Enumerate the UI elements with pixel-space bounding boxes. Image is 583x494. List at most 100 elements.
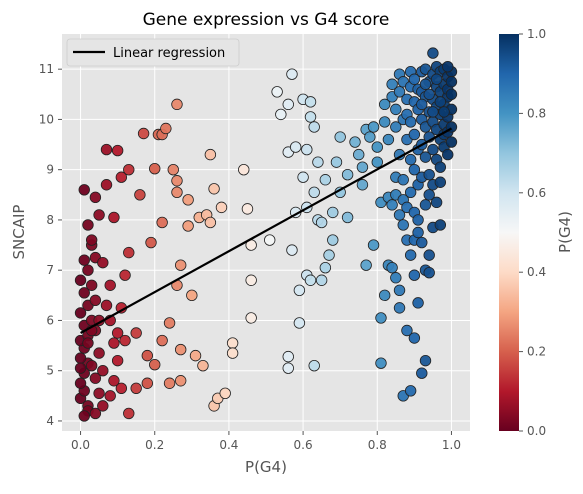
colorbar-tick-label: 0.2 (527, 345, 546, 359)
data-point (149, 358, 161, 371)
data-point (430, 196, 443, 209)
x-tick-label: 1.0 (442, 438, 461, 452)
data-point (78, 410, 90, 422)
data-point (149, 162, 161, 175)
data-point (286, 68, 298, 80)
data-point (115, 171, 128, 183)
data-point (137, 127, 150, 140)
data-point (104, 390, 116, 402)
colorbar: 0.0 0.2 0.4 0.6 0.8 1.0 P(G4) (499, 27, 574, 438)
x-tick-label: 0.4 (219, 438, 238, 452)
data-point (85, 234, 98, 246)
y-tick-label: 4 (46, 414, 54, 428)
data-point (134, 189, 146, 201)
data-point (301, 143, 313, 156)
data-point (393, 209, 406, 221)
data-point (182, 220, 194, 232)
regression-line (80, 127, 452, 334)
data-point (160, 122, 172, 135)
data-point (371, 141, 383, 153)
data-point (445, 88, 458, 101)
data-point (89, 294, 102, 307)
data-point (271, 86, 283, 98)
data-point (97, 256, 109, 269)
colorbar-tick-label: 0.6 (527, 186, 546, 200)
legend-box (66, 38, 240, 67)
data-point (397, 219, 409, 231)
data-point (186, 289, 198, 302)
colorbar-ticks: 0.0 0.2 0.4 0.6 0.8 1.0 (519, 27, 546, 438)
data-point (393, 302, 406, 314)
data-point (419, 354, 432, 367)
data-point (171, 98, 183, 111)
data-point (404, 116, 417, 128)
data-point (119, 269, 131, 281)
data-point (197, 359, 209, 372)
data-point (163, 317, 176, 329)
data-point (393, 86, 406, 98)
data-point (397, 174, 409, 186)
data-point (434, 219, 447, 231)
data-point (386, 261, 398, 274)
data-point (123, 246, 135, 259)
data-point (74, 274, 87, 286)
data-point (219, 387, 231, 400)
y-axis-label: SNCAIP (10, 205, 28, 260)
data-point (97, 364, 109, 377)
data-point (442, 60, 454, 73)
data-point (282, 98, 294, 111)
plot-area (62, 34, 470, 431)
data-point (123, 407, 135, 420)
data-point (319, 174, 332, 186)
data-point (334, 131, 346, 143)
data-point (171, 175, 183, 187)
data-point (74, 352, 87, 364)
data-point (189, 349, 202, 362)
data-point (416, 98, 428, 111)
data-point (275, 108, 287, 121)
data-point (315, 216, 328, 229)
data-point (167, 163, 179, 176)
data-point (438, 106, 450, 118)
data-point (111, 327, 124, 339)
data-point (423, 88, 435, 101)
data-point (82, 264, 94, 276)
data-point (434, 161, 447, 173)
data-point (78, 287, 90, 299)
data-point (111, 354, 124, 367)
data-point (93, 347, 105, 359)
data-point (308, 186, 320, 198)
data-point (386, 199, 398, 211)
data-point (356, 179, 369, 191)
data-point (130, 382, 142, 394)
data-point (156, 334, 168, 347)
data-point (82, 219, 94, 231)
data-point (100, 299, 113, 312)
data-point (404, 385, 417, 397)
data-point (141, 377, 154, 389)
data-point (304, 111, 317, 123)
data-point (364, 131, 376, 143)
data-point (382, 133, 395, 146)
data-point (404, 153, 417, 166)
data-point (371, 156, 383, 168)
data-point (238, 163, 250, 176)
data-point (330, 156, 343, 168)
data-point (378, 289, 391, 302)
data-point (74, 307, 87, 319)
colorbar-tick-label: 1.0 (527, 27, 546, 41)
data-point (408, 332, 421, 344)
data-point (226, 347, 239, 359)
y-tick-label: 10 (39, 112, 54, 126)
data-point (245, 312, 257, 324)
data-point (375, 357, 387, 369)
data-point (393, 284, 406, 296)
data-point (74, 362, 87, 374)
data-point (174, 375, 187, 387)
data-point (375, 312, 387, 324)
y-axis-ticks: 4 5 6 7 8 9 10 11 (39, 62, 62, 428)
data-point (289, 141, 302, 153)
data-point (408, 269, 421, 281)
data-point (412, 214, 424, 226)
x-tick-label: 0.2 (145, 438, 164, 452)
